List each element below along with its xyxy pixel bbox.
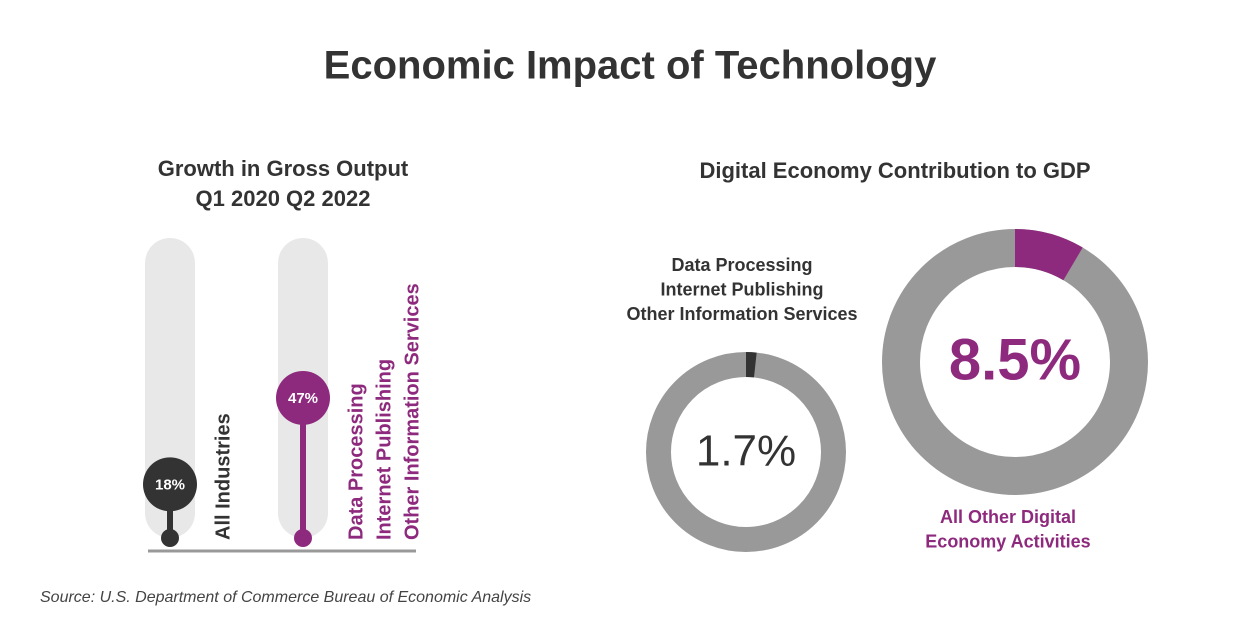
base-dot bbox=[294, 529, 312, 547]
value-dot bbox=[143, 457, 197, 512]
chart-subtitle: Q1 2020 Q2 2022 bbox=[196, 186, 371, 211]
chart-title: Growth in Gross Output bbox=[158, 156, 409, 181]
source-note: Source: U.S. Department of Commerce Bure… bbox=[40, 589, 531, 606]
value-label: 47% bbox=[288, 390, 318, 407]
chart-title: Digital Economy Contribution to GDP bbox=[699, 158, 1090, 183]
center-value: 8.5% bbox=[949, 327, 1081, 392]
base-dot bbox=[161, 529, 179, 547]
category-label: Internet Publishing bbox=[373, 359, 395, 540]
category-label: All Industries bbox=[212, 413, 234, 540]
category-label: Data Processing bbox=[345, 383, 367, 540]
center-value: 1.7% bbox=[696, 427, 796, 476]
category-label: Other Information Services bbox=[401, 283, 423, 540]
donut-label: Economy Activities bbox=[925, 531, 1090, 551]
donut-label: All Other Digital bbox=[940, 507, 1076, 527]
donut-label: Other Information Services bbox=[626, 304, 857, 324]
donut-label: Data Processing bbox=[671, 255, 812, 275]
page-title: Economic Impact of Technology bbox=[324, 44, 937, 88]
donut-label: Internet Publishing bbox=[660, 279, 823, 299]
value-label: 18% bbox=[155, 476, 185, 493]
value-dot bbox=[276, 370, 330, 425]
donut-segment bbox=[1014, 229, 1083, 281]
